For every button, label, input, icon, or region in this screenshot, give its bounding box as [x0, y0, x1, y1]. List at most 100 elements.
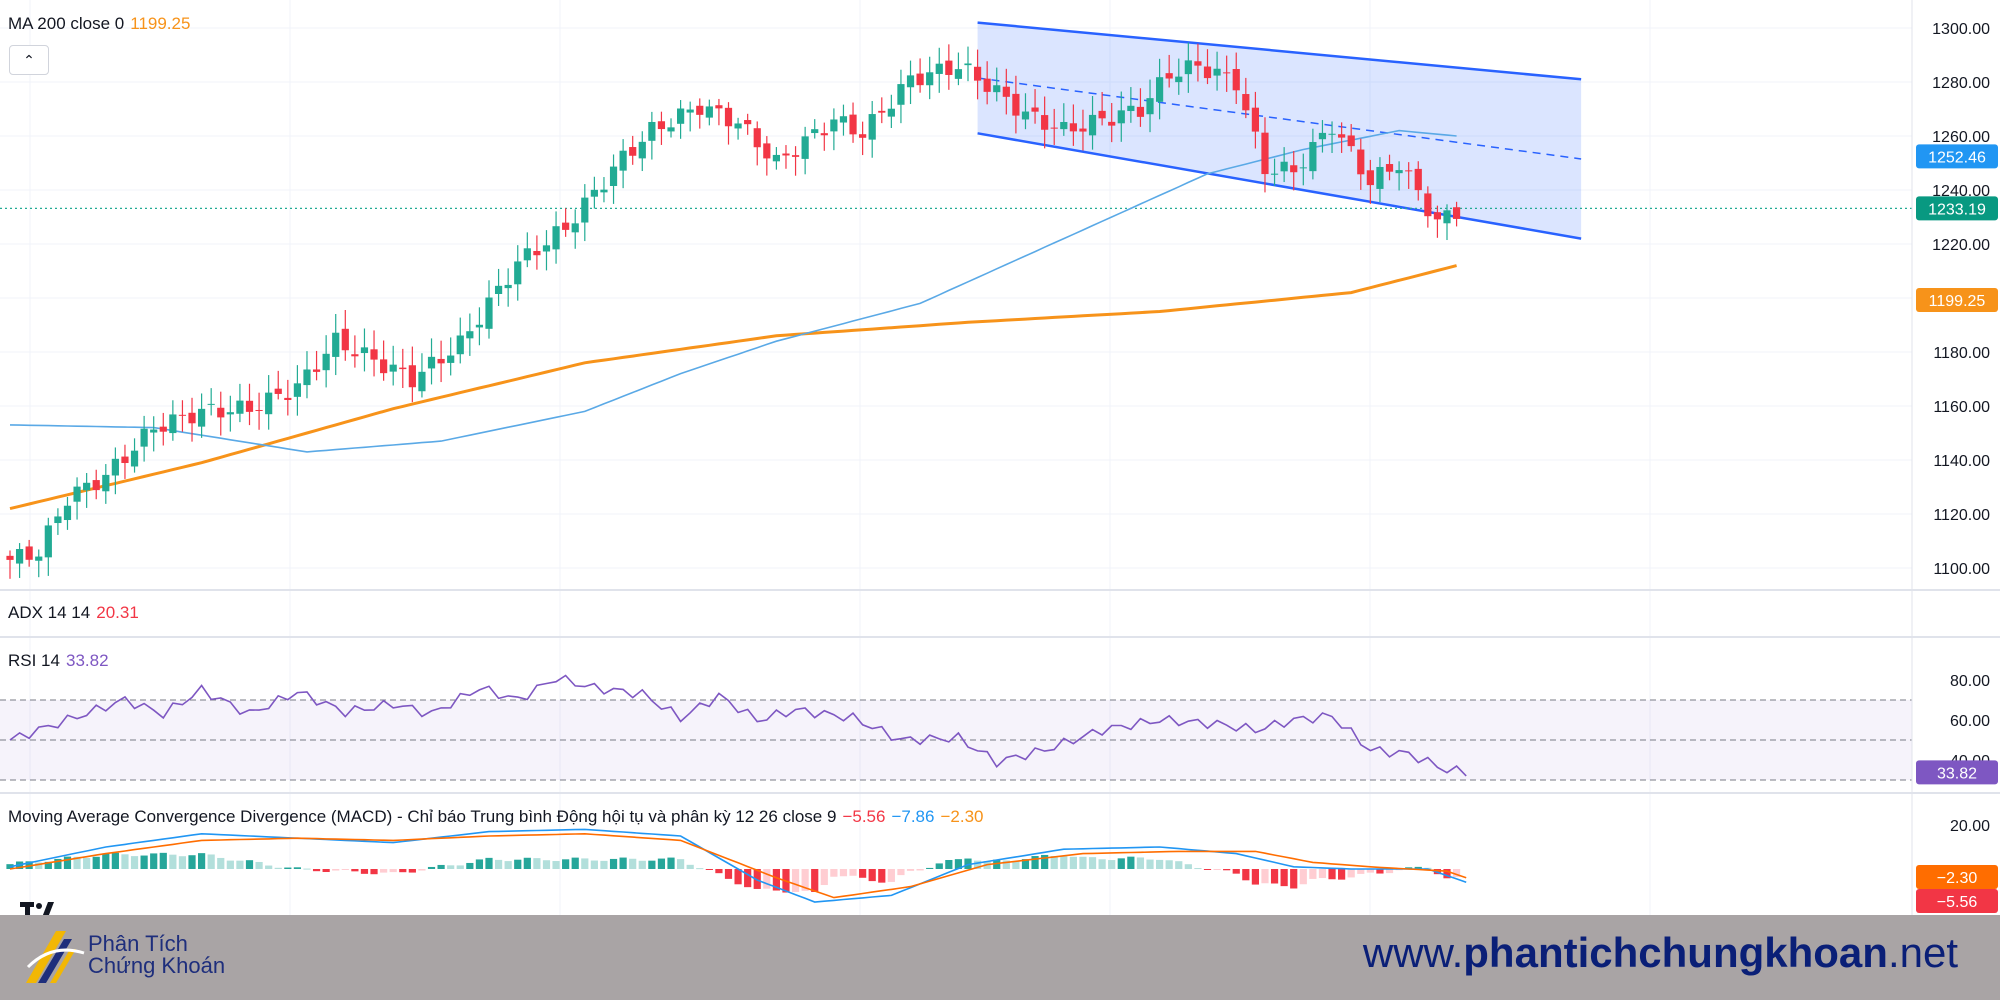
macd-histogram-bar — [92, 856, 100, 869]
macd-histogram-badge-text: −2.30 — [1937, 870, 1978, 887]
macd-legend[interactable]: Moving Average Convergence Divergence (M… — [8, 807, 983, 827]
candle — [906, 60, 915, 105]
macd-histogram-bar — [1405, 867, 1413, 869]
candle — [1223, 55, 1231, 92]
rsi-badge: 33.82 — [1916, 760, 1998, 785]
candle-body — [399, 367, 407, 370]
ma-legend-value: 1199.25 — [130, 14, 191, 33]
candle-body — [1232, 69, 1240, 91]
candle — [983, 61, 991, 105]
candle — [1194, 43, 1202, 82]
candle — [188, 397, 196, 442]
macd-histogram-bar — [1069, 856, 1077, 869]
macd-histogram-bar — [102, 853, 110, 869]
candle-body — [1203, 66, 1212, 79]
candle-body — [245, 400, 254, 412]
candlesticks — [6, 42, 1461, 579]
collapse-button[interactable]: ⌃ — [9, 45, 49, 75]
macd-histogram-bar — [552, 861, 560, 869]
candle-body — [111, 458, 119, 476]
adx-legend[interactable]: ADX 14 14 20.31 — [8, 603, 139, 623]
candle — [1213, 51, 1221, 91]
macd-histogram-bar — [35, 862, 43, 869]
candle-body — [763, 143, 771, 159]
candle — [6, 550, 14, 579]
macd-histogram-bar — [1385, 869, 1394, 874]
rsi-badge-text: 33.82 — [1937, 765, 1977, 782]
candle-body — [1127, 105, 1135, 112]
macd-histogram-bar — [724, 869, 733, 879]
candle-body — [648, 121, 656, 141]
candle-body — [73, 486, 81, 502]
candle — [753, 121, 761, 166]
candle — [466, 313, 474, 356]
candle — [542, 230, 551, 271]
candle-body — [408, 365, 416, 388]
candle-body — [1002, 86, 1010, 97]
candle-body — [265, 392, 273, 415]
candle-body — [1251, 107, 1259, 132]
macd-histogram-bar — [341, 869, 349, 870]
channel-fill — [977, 22, 1582, 239]
rsi-legend[interactable]: RSI 14 33.82 — [8, 651, 109, 671]
candle-body — [571, 223, 579, 233]
candle — [1012, 75, 1020, 134]
macd-histogram-bar — [332, 869, 340, 871]
channel-mid-line — [977, 77, 1582, 160]
candle-body — [839, 116, 848, 123]
candle — [839, 104, 848, 136]
candle-body — [1395, 170, 1403, 174]
macd-histogram-bar — [811, 869, 819, 892]
ma-legend[interactable]: MA 200 close 0 1199.25 — [8, 14, 190, 34]
candle — [763, 136, 771, 176]
candle — [360, 328, 369, 372]
candle — [1251, 91, 1259, 149]
macd-histogram-bar — [83, 857, 91, 869]
macd-histogram-bar — [466, 862, 474, 869]
macd-histogram-bar — [159, 852, 167, 869]
price-tick-label: 1100.00 — [1933, 561, 1990, 578]
macd-histogram-bar — [1270, 869, 1279, 884]
candle-body — [255, 409, 263, 411]
candle-body — [485, 297, 493, 329]
ma200-badge-text: 1199.25 — [1929, 293, 1986, 310]
rsi-tick-label: 80.00 — [1950, 673, 1990, 690]
candle — [581, 184, 589, 242]
candle — [494, 268, 503, 306]
macd-histogram-bar — [1452, 869, 1461, 877]
macd-histogram-bar — [1242, 869, 1250, 881]
candle-body — [954, 69, 963, 79]
candle — [1050, 108, 1058, 145]
macd-histogram-bar — [1328, 869, 1336, 880]
candle-body — [964, 63, 972, 66]
candle — [590, 176, 598, 209]
candle — [1357, 138, 1365, 190]
candle — [312, 350, 321, 381]
candle — [1069, 104, 1077, 146]
price-tick-label: 1140.00 — [1933, 453, 1990, 470]
candle-body — [887, 108, 895, 117]
candle — [399, 348, 407, 388]
candle-body — [494, 285, 503, 295]
candle — [159, 412, 167, 446]
candle-body — [121, 456, 129, 464]
candle — [504, 268, 512, 307]
price-tick-label: 1220.00 — [1932, 237, 1990, 254]
candle — [351, 335, 359, 368]
candle-body — [44, 525, 52, 558]
macd-pane — [6, 828, 1467, 903]
macd-histogram-bar — [1041, 854, 1049, 869]
candle — [782, 145, 790, 169]
macd-histogram-bar — [868, 869, 876, 882]
site-url[interactable]: www.phantichchungkhoan.net — [1363, 929, 1958, 977]
macd-histogram-bar — [1261, 869, 1269, 884]
macd-histogram-bar — [1098, 859, 1106, 869]
macd-histogram-bar — [1309, 869, 1317, 879]
candle-body — [370, 349, 378, 360]
macd-histogram-bar — [964, 858, 972, 869]
candle — [619, 139, 627, 189]
candle-body — [1146, 98, 1154, 115]
candle — [897, 69, 905, 124]
candle-body — [6, 555, 14, 560]
candle — [226, 395, 234, 432]
